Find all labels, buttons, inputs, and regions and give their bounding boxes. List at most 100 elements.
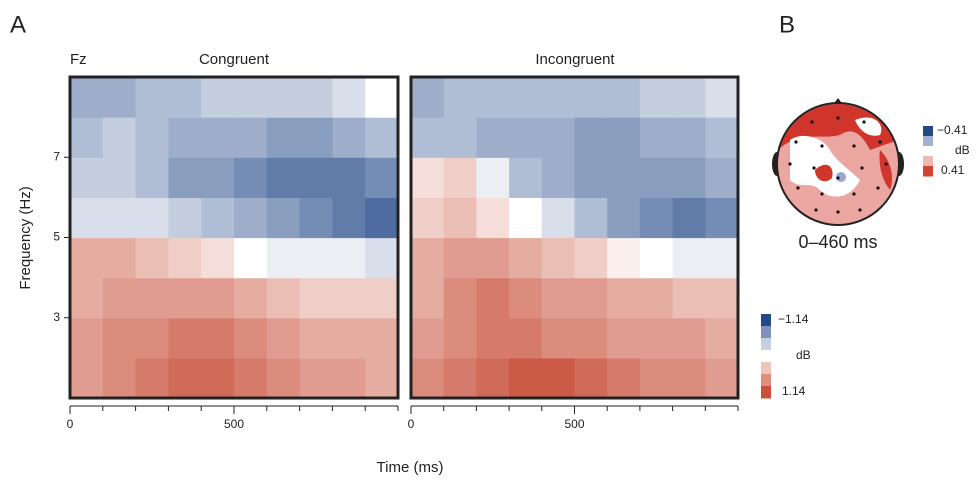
heatmap-cell: [365, 197, 399, 239]
heatmap-cell: [509, 277, 543, 319]
heatmap-cell: [266, 157, 301, 198]
topomap-head: [772, 98, 904, 226]
heatmap-cell: [607, 357, 641, 399]
heatmap-cell: [135, 277, 169, 319]
colorbar-label: dB: [796, 348, 811, 362]
heatmap-cell: [299, 117, 333, 158]
heatmap-cell: [639, 317, 674, 359]
heatmap-cell: [332, 317, 366, 359]
heatmap-cell: [266, 117, 301, 158]
heatmap-cell: [365, 77, 399, 118]
heatmap-cell: [541, 277, 576, 319]
colorbar-swatch: [923, 156, 933, 167]
heatmap-cell: [168, 357, 202, 399]
heatmap-cell: [443, 117, 477, 158]
heatmap-cell: [607, 237, 641, 279]
heatmap-cell: [102, 157, 137, 198]
heatmap-cell: [574, 237, 608, 279]
heatmap-cell: [411, 157, 445, 198]
heatmap-cell: [168, 197, 202, 239]
heatmap-cell: [443, 277, 477, 319]
heatmap-cell: [168, 277, 202, 319]
heatmap-cell: [234, 77, 268, 118]
y-tick-label: 7: [53, 149, 60, 163]
colorbar-label: dB: [955, 143, 970, 157]
heatmap-cell: [332, 117, 366, 158]
heatmap-cell: [201, 237, 235, 279]
heatmap-cell: [135, 197, 169, 239]
heatmap-cell: [509, 197, 543, 239]
heatmap-cell: [574, 277, 608, 319]
heatmap-cell: [234, 317, 268, 359]
heatmap-cell: [411, 357, 445, 399]
heatmap-cell: [168, 77, 202, 118]
heatmap-cell: [639, 277, 674, 319]
heatmap-cell: [70, 117, 104, 158]
heatmap-cell: [102, 117, 137, 158]
heatmap-cell: [476, 317, 510, 359]
heatmap-cell: [443, 197, 477, 239]
heatmap-cell: [299, 277, 333, 319]
heatmap-cell: [541, 237, 576, 279]
heatmap-cell: [201, 317, 235, 359]
heatmap-cell: [476, 197, 510, 239]
heatmap-cell: [168, 157, 202, 198]
colorbar-swatch: [761, 338, 771, 351]
heatmap-cell: [607, 157, 641, 198]
heatmap-cell: [541, 317, 576, 359]
colorbar-swatch: [761, 314, 771, 327]
heatmap-cell: [639, 357, 674, 399]
heatmap-cell: [365, 117, 399, 158]
panel-label: B: [779, 11, 795, 38]
heatmap-cell: [234, 117, 268, 158]
heatmap-cell: [607, 117, 641, 158]
heatmap-cell: [607, 317, 641, 359]
heatmap-cell: [705, 277, 739, 319]
colorbar-swatch: [761, 386, 771, 399]
heatmap-cell: [365, 357, 399, 399]
heatmap-cell: [705, 157, 739, 198]
heatmap-cell: [443, 357, 477, 399]
heatmap-cell: [201, 117, 235, 158]
heatmap-cell: [476, 157, 510, 198]
heatmap-cell: [70, 317, 104, 359]
colorbar-tick-label: −0.41: [937, 123, 968, 137]
heatmap-cell: [672, 77, 706, 118]
heatmap-cell: [135, 317, 169, 359]
heatmap-cell: [332, 357, 366, 399]
heatmap-cell: [574, 197, 608, 239]
topomap-title: 0–460 ms: [798, 232, 877, 252]
heatmap-cell: [639, 237, 674, 279]
heatmap-cell: [705, 117, 739, 158]
heatmap-cell: [102, 277, 137, 319]
heatmap-cell: [234, 237, 268, 279]
heatmap-cell: [509, 237, 543, 279]
heatmap-cell: [266, 357, 301, 399]
heatmap-cell: [299, 357, 333, 399]
heatmap-cell: [299, 157, 333, 198]
heatmap-cell: [102, 317, 137, 359]
heatmap-cell: [476, 77, 510, 118]
heatmap-cell: [266, 237, 301, 279]
heatmap-cell: [365, 237, 399, 279]
x-tick-label: 0: [67, 417, 74, 431]
heatmap-cell: [201, 277, 235, 319]
heatmap-cell: [672, 357, 706, 399]
x-tick-label: 500: [564, 417, 584, 431]
heatmap-cell: [266, 317, 301, 359]
y-tick-label: 3: [53, 310, 60, 324]
heatmap-cell: [411, 77, 445, 118]
heatmap-cell: [411, 237, 445, 279]
heatmap-cell: [332, 77, 366, 118]
heatmap-cell: [574, 317, 608, 359]
heatmap-cell: [411, 317, 445, 359]
heatmap-cell: [234, 197, 268, 239]
heatmap-cell: [168, 317, 202, 359]
panel-label: A: [10, 11, 26, 38]
heatmap-cell: [365, 157, 399, 198]
heatmap-cell: [607, 277, 641, 319]
heatmap-cell: [299, 77, 333, 118]
heatmap-cell: [639, 77, 674, 118]
heatmap-cell: [70, 197, 104, 239]
heatmap-cell: [672, 277, 706, 319]
